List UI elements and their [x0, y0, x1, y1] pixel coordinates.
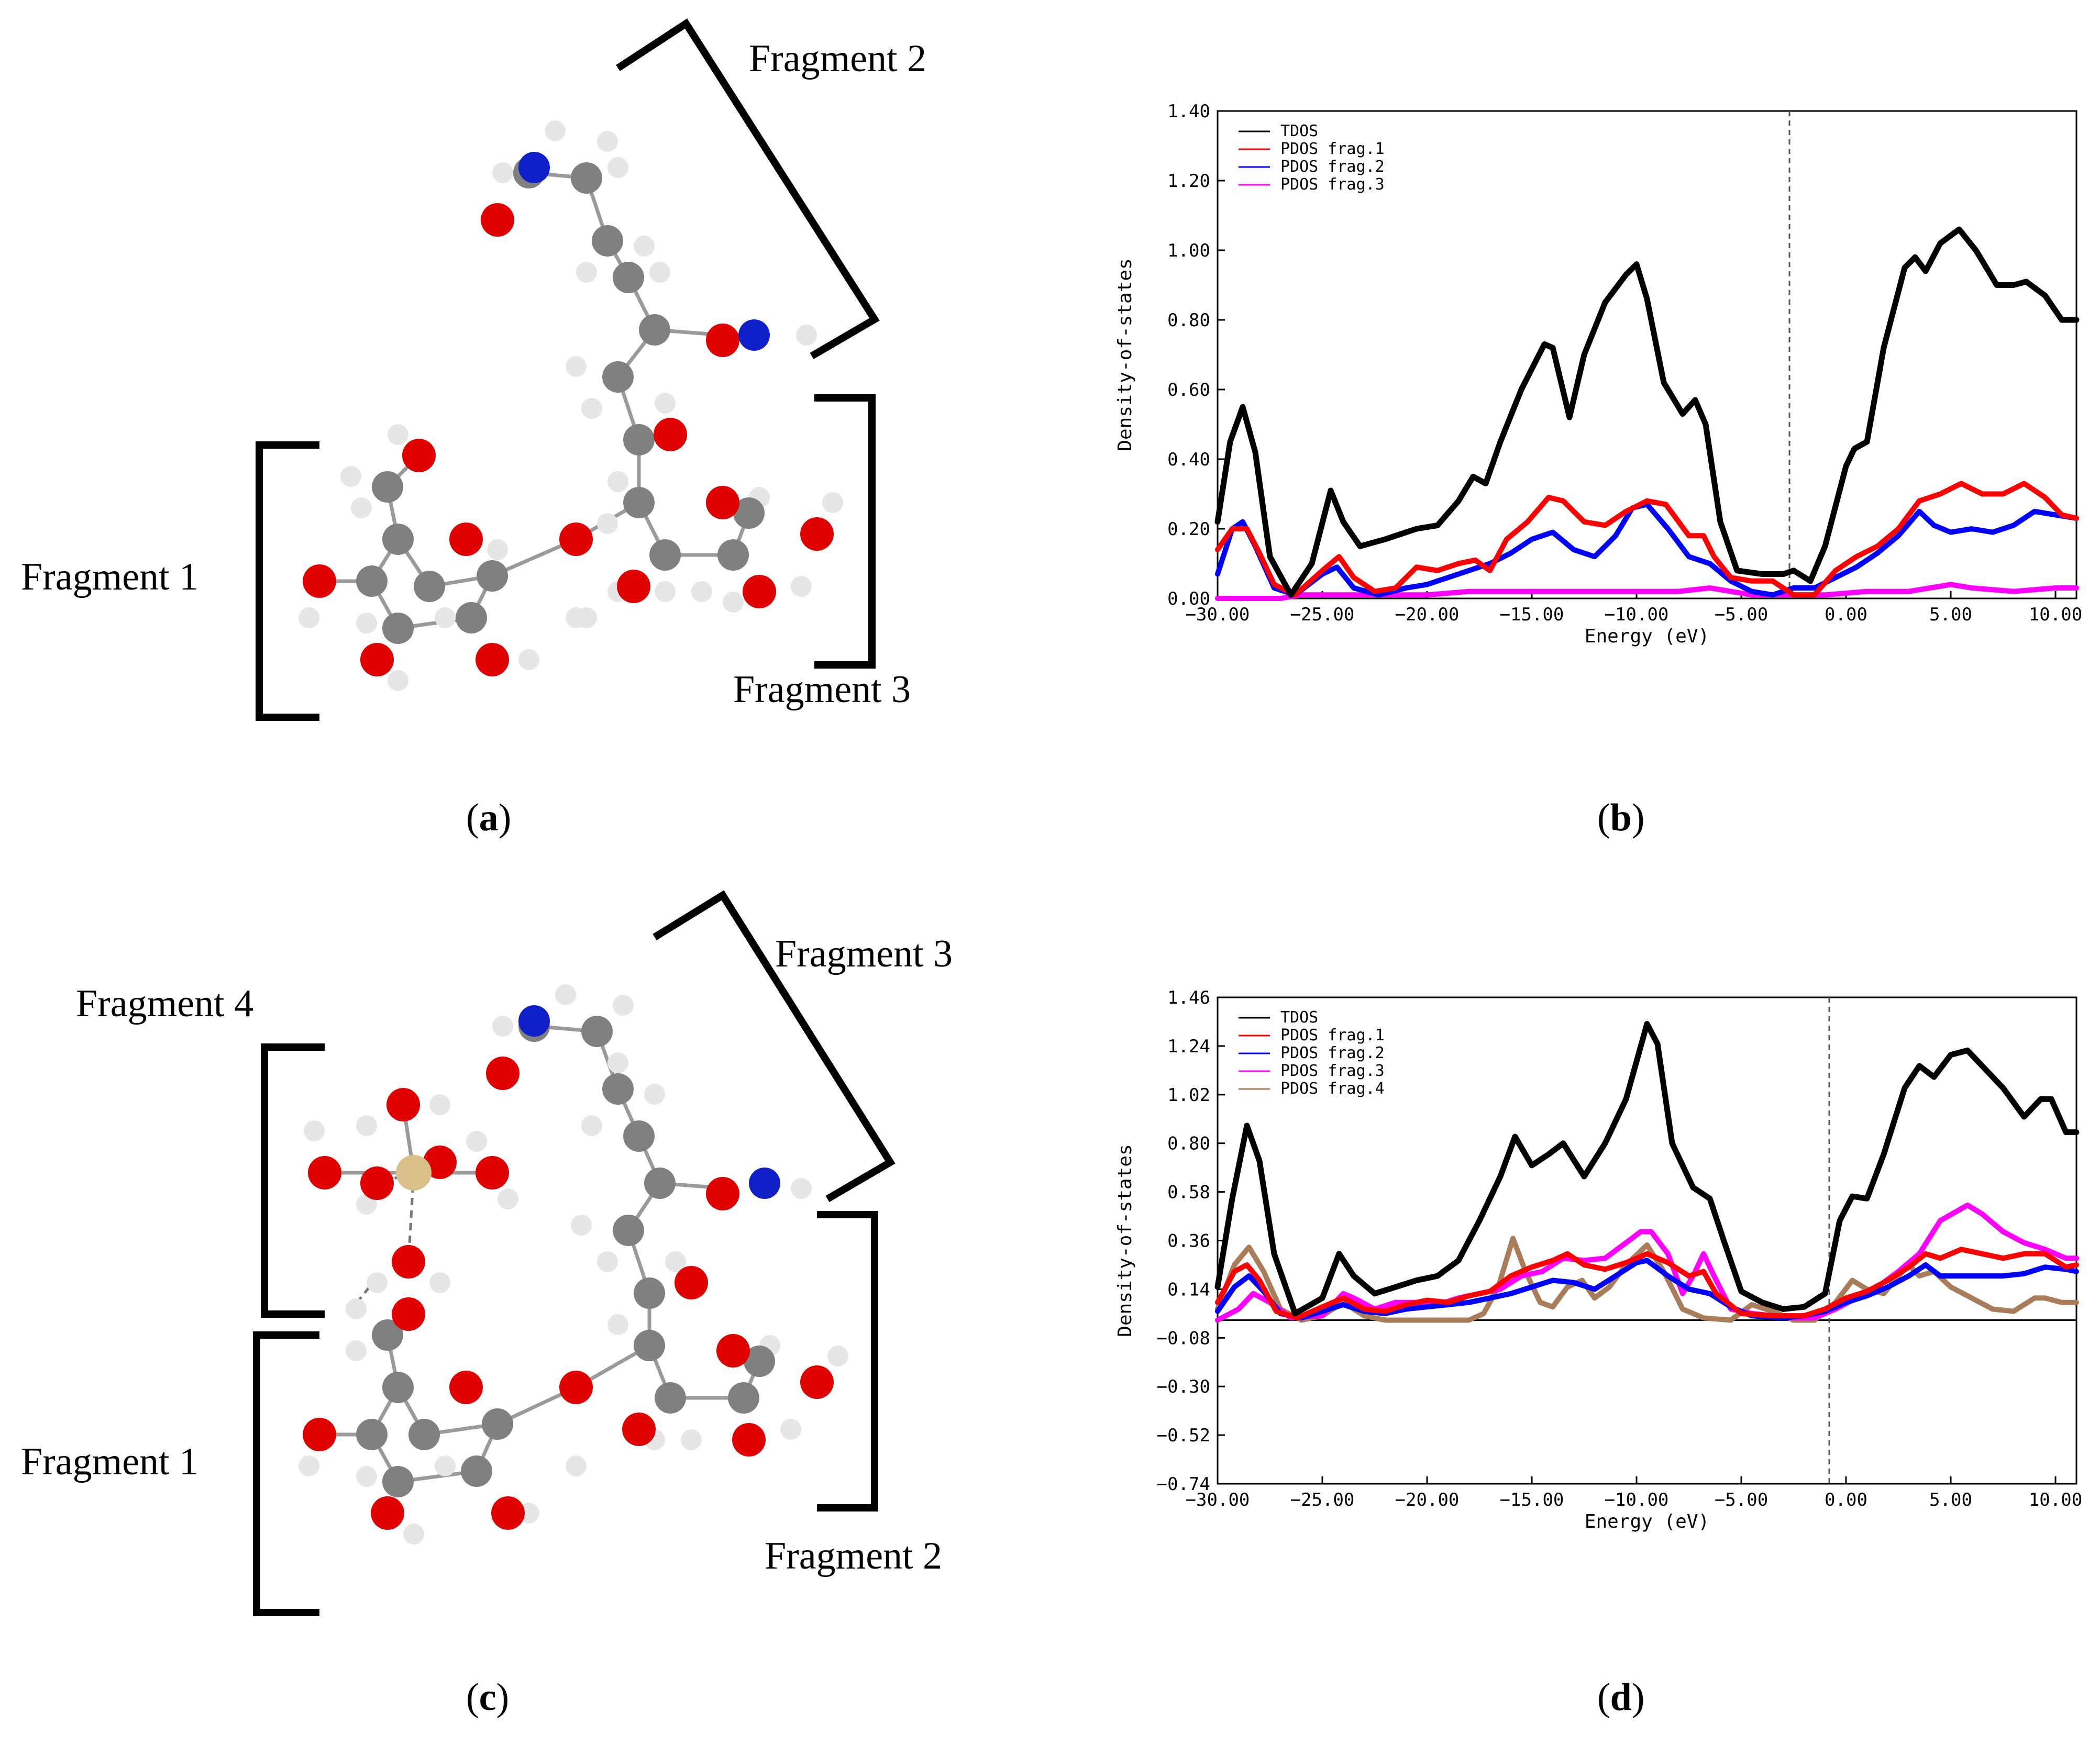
fragment-label-3: Fragment 3 [775, 932, 953, 975]
y-tick-label: 0.58 [1167, 1182, 1210, 1203]
x-tick-label: −20.00 [1395, 604, 1460, 625]
x-tick-label: 10.00 [2029, 1490, 2082, 1510]
y-tick-label: −0.52 [1157, 1425, 1210, 1446]
fragment-label-4: Fragment 4 [76, 982, 254, 1025]
fragment-label-1: Fragment 1 [21, 555, 199, 598]
x-tick-label: 5.00 [1929, 1490, 1972, 1510]
panel-c: Fragment 4 Fragment 3 Fragment 1 Fragmen… [0, 864, 1047, 1745]
molecule-a-bonds [319, 171, 751, 630]
molecule-c-atoms [299, 984, 848, 1544]
x-axis-label: Energy (eV) [1585, 626, 1709, 647]
fragment-label-2: Fragment 2 [749, 37, 927, 80]
legend-entry: PDOS frag.2 [1280, 158, 1385, 176]
fragment-bracket-1 [253, 1331, 319, 1616]
y-tick-label: 0.80 [1167, 1133, 1210, 1154]
x-tick-label: 5.00 [1929, 604, 1972, 625]
legend-entry: PDOS frag.3 [1280, 1062, 1385, 1080]
y-tick-label: 1.24 [1167, 1036, 1210, 1057]
x-tick-label: −10.00 [1605, 604, 1669, 625]
legend-entry: TDOS [1280, 1008, 1318, 1027]
panel-label-b: (b) [1597, 796, 1645, 839]
x-axis-label: Energy (eV) [1585, 1511, 1709, 1532]
dos-chart-d: −0.74 −0.52 −0.30 −0.08 0.14 0.36 0.58 0.80 1.02… [1114, 987, 2082, 1532]
x-tick-label: −10.00 [1605, 1490, 1669, 1510]
y-tick-label: 0.40 [1167, 449, 1210, 470]
panel-label-d: (d) [1597, 1676, 1645, 1719]
series-line-pdos-frag-3 [1215, 582, 2079, 601]
series-line-pdos-frag-2 [1215, 1258, 2079, 1321]
series-group [1214, 1021, 2080, 1323]
legend-entry: TDOS [1280, 122, 1318, 140]
x-tick-label: −25.00 [1290, 604, 1355, 625]
y-tick-label: 1.46 [1167, 987, 1210, 1008]
y-tick-label: 0.36 [1167, 1231, 1210, 1252]
fragment-bracket-4 [261, 1043, 325, 1318]
fragment-bracket-3 [653, 890, 896, 1203]
legend-entry: PDOS frag.1 [1280, 1026, 1385, 1044]
panel-a: Fragment 1 Fragment 2 Fragment 3 (a) [0, 0, 1047, 864]
x-tick-label: 10.00 [2029, 604, 2082, 625]
fragment-bracket-2 [817, 1211, 878, 1511]
x-tick-label: −30.00 [1186, 604, 1250, 625]
molecule-a-drawing [256, 18, 880, 721]
y-tick-label: 1.40 [1167, 101, 1210, 122]
y-tick-label: 0.60 [1167, 380, 1210, 401]
series-line-pdos-frag-2 [1215, 502, 2079, 598]
fragment-bracket-2 [616, 18, 880, 360]
plot-frame [1217, 110, 2077, 599]
molecule-a-atoms [299, 120, 843, 691]
y-tick-label: 0.80 [1167, 310, 1210, 331]
dos-chart-b: 0.00 0.20 0.40 0.60 0.80 1.00 1.20 1.40 −30.00 −2… [1114, 101, 2082, 647]
y-axis-label: Density-of-states [1114, 1144, 1136, 1337]
y-tick-label: 0.14 [1167, 1279, 1210, 1300]
y-tick-label: 0.00 [1167, 588, 1210, 609]
y-tick-label: 0.20 [1167, 519, 1210, 540]
panel-b: 0.00 0.20 0.40 0.60 0.80 1.00 1.20 1.40 −30.00 −2… [1047, 0, 2100, 864]
series-line-pdos-frag-1 [1215, 481, 2079, 598]
y-tick-label: 1.00 [1167, 240, 1210, 261]
fragment-label-3: Fragment 3 [733, 668, 911, 711]
panel-d: −0.74 −0.52 −0.30 −0.08 0.14 0.36 0.58 0.80 1.02… [1047, 864, 2100, 1745]
y-tick-label: −0.08 [1157, 1328, 1210, 1349]
y-axis-label: Density-of-states [1114, 258, 1136, 451]
fragment-label-1: Fragment 1 [21, 1440, 199, 1483]
x-tick-label: −20.00 [1395, 1490, 1460, 1510]
series-group [1214, 226, 2080, 601]
x-tick-label: −15.00 [1500, 1490, 1564, 1510]
series-line-tdos [1214, 226, 2080, 598]
x-tick-label: −5.00 [1715, 1490, 1768, 1510]
panel-label-a: (a) [466, 796, 512, 839]
series-line-pdos-frag-1 [1215, 1247, 2079, 1321]
x-tick-label: 0.00 [1825, 1490, 1867, 1510]
x-tick-label: −15.00 [1500, 604, 1564, 625]
legend-entry: PDOS frag.2 [1280, 1044, 1385, 1062]
y-tick-label: −0.74 [1157, 1474, 1210, 1495]
y-tick-label: 1.20 [1167, 171, 1210, 192]
molecule-c-drawing [253, 890, 896, 1616]
y-tick-label: −0.30 [1157, 1376, 1210, 1397]
molecule-c-bonds [319, 1024, 761, 1484]
x-tick-label: −25.00 [1290, 1490, 1355, 1510]
x-tick-label: 0.00 [1825, 604, 1867, 625]
legend-entry: PDOS frag.4 [1280, 1080, 1385, 1098]
fragment-label-2: Fragment 2 [765, 1535, 943, 1577]
legend-entry: PDOS frag.3 [1280, 175, 1385, 194]
y-tick-label: 1.02 [1167, 1085, 1210, 1106]
fragment-bracket-1 [256, 441, 319, 721]
series-line-pdos-frag-3 [1215, 1202, 2079, 1323]
x-tick-label: −5.00 [1715, 604, 1768, 625]
panel-label-c: (c) [466, 1676, 510, 1719]
series-line-tdos [1214, 1021, 2080, 1317]
legend-entry: PDOS frag.1 [1280, 140, 1385, 158]
fragment-bracket-3 [814, 394, 876, 669]
x-tick-label: −30.00 [1186, 1490, 1250, 1510]
